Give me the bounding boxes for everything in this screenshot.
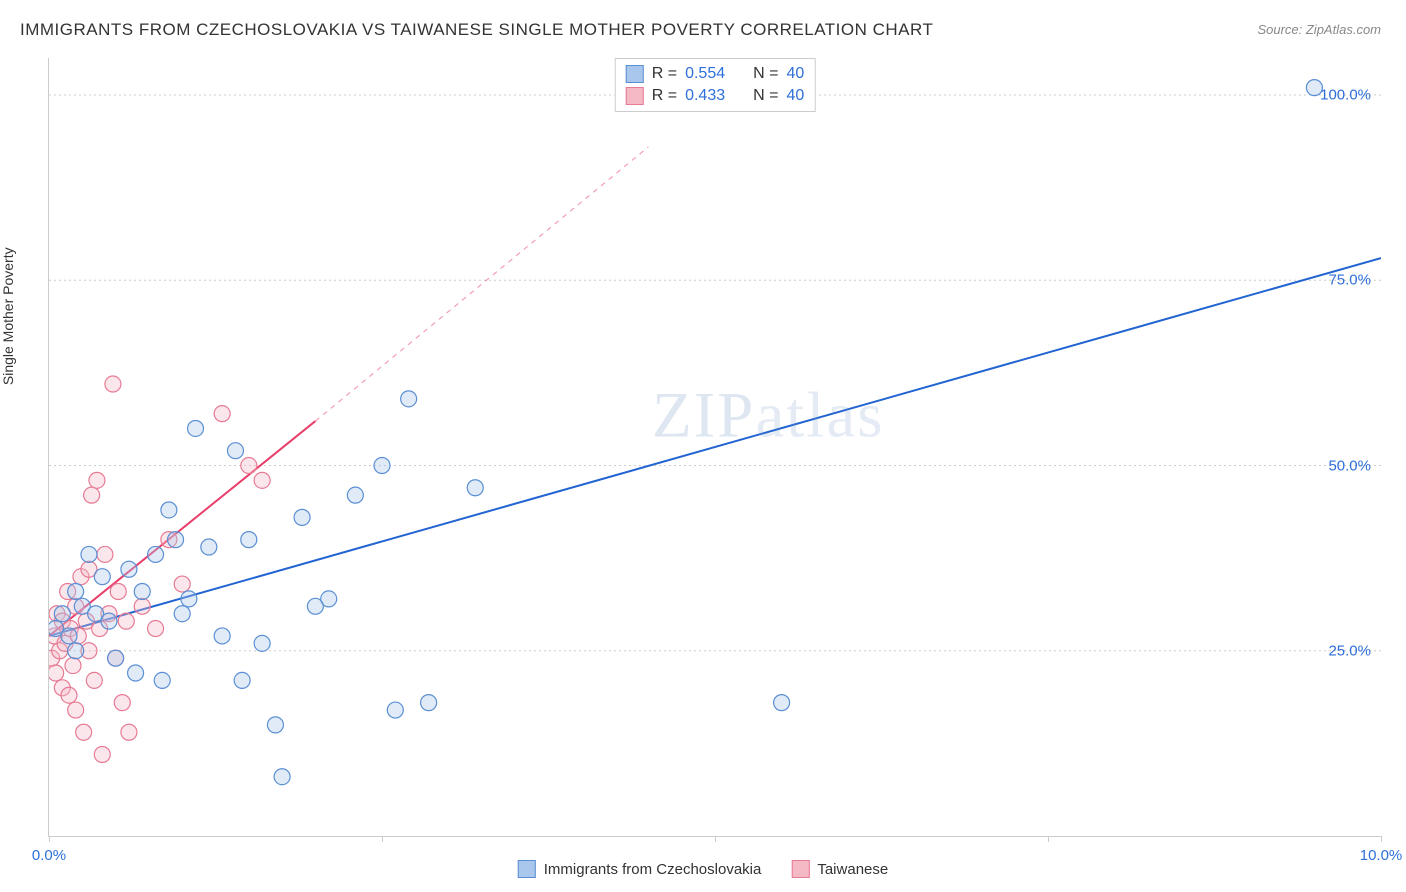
y-tick-label: 100.0% — [1320, 87, 1371, 104]
legend-swatch-bottom-1 — [791, 860, 809, 878]
x-tick-label: 10.0% — [1360, 847, 1403, 864]
plot-area: R = 0.554 N = 40 R = 0.433 N = 40 ZIPatl… — [48, 58, 1381, 837]
legend-row-series-0: R = 0.554 N = 40 — [626, 63, 805, 85]
legend-item-1: Taiwanese — [791, 860, 888, 878]
legend-R-label: R = — [652, 87, 677, 105]
legend-R-value-0: 0.554 — [685, 65, 725, 83]
legend-R-label: R = — [652, 65, 677, 83]
y-tick-label: 75.0% — [1328, 272, 1371, 289]
legend-swatch-0 — [626, 65, 644, 83]
legend-label-1: Taiwanese — [817, 861, 888, 878]
legend-item-0: Immigrants from Czechoslovakia — [518, 860, 762, 878]
legend-row-series-1: R = 0.433 N = 40 — [626, 85, 805, 107]
legend-N-label: N = — [753, 65, 778, 83]
legend-N-label: N = — [753, 87, 778, 105]
legend-R-value-1: 0.433 — [685, 87, 725, 105]
series-legend: Immigrants from Czechoslovakia Taiwanese — [518, 860, 888, 878]
legend-swatch-bottom-0 — [518, 860, 536, 878]
legend-swatch-1 — [626, 87, 644, 105]
correlation-legend: R = 0.554 N = 40 R = 0.433 N = 40 — [615, 58, 816, 112]
legend-N-value-0: 40 — [786, 65, 804, 83]
chart-container: IMMIGRANTS FROM CZECHOSLOVAKIA VS TAIWAN… — [0, 0, 1406, 892]
legend-label-0: Immigrants from Czechoslovakia — [544, 861, 762, 878]
chart-title: IMMIGRANTS FROM CZECHOSLOVAKIA VS TAIWAN… — [20, 20, 933, 40]
y-tick-label: 50.0% — [1328, 457, 1371, 474]
y-tick-label: 25.0% — [1328, 642, 1371, 659]
x-tick-label: 0.0% — [32, 847, 66, 864]
y-axis-label: Single Mother Poverty — [0, 247, 16, 385]
chart-svg — [49, 58, 1381, 836]
legend-N-value-1: 40 — [786, 87, 804, 105]
source-attribution: Source: ZipAtlas.com — [1257, 22, 1381, 37]
